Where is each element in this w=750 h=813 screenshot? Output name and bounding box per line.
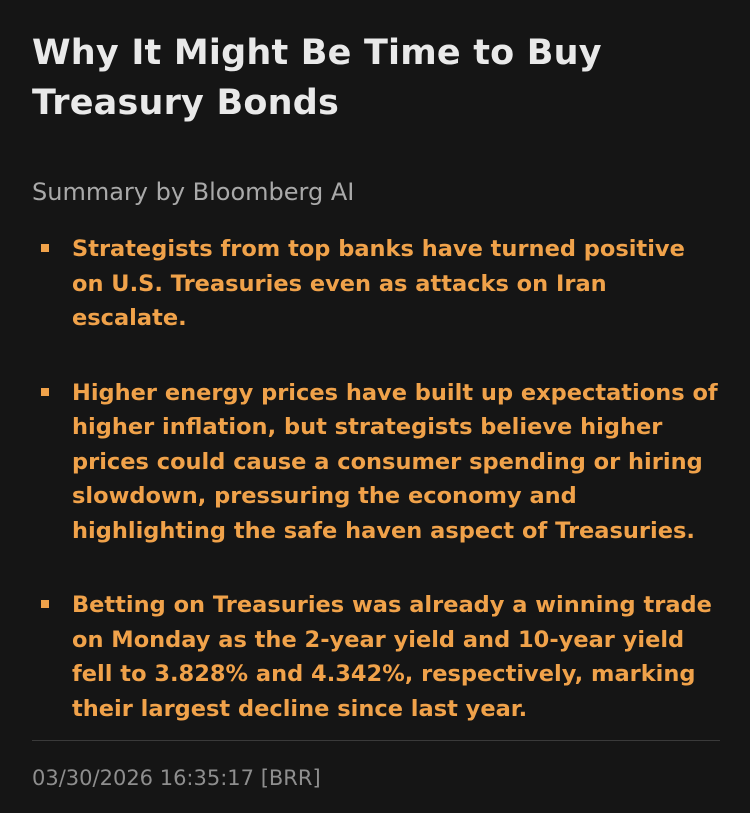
summary-label: Summary by Bloomberg AI (32, 178, 355, 206)
headline[interactable]: Why It Might Be Time to Buy Treasury Bon… (32, 33, 602, 123)
summary-bullet: Strategists from top banks have turned p… (32, 232, 722, 336)
summary-bullet-text: Higher energy prices have built up expec… (72, 379, 718, 544)
square-bullet-icon (41, 244, 49, 252)
summary-bullet: Higher energy prices have built up expec… (32, 376, 722, 549)
timestamp: 03/30/2026 16:35:17 [BRR] (32, 766, 321, 790)
square-bullet-icon (41, 387, 49, 396)
summary-bullet-text: Betting on Treasuries was already a winn… (72, 592, 712, 722)
divider (32, 740, 720, 741)
summary-bullet-text: Strategists from top banks have turned p… (72, 236, 685, 331)
square-bullet-icon (41, 600, 49, 608)
summary-bullet-list: Strategists from top banks have turned p… (32, 232, 722, 766)
summary-bullet: Betting on Treasuries was already a winn… (32, 588, 722, 726)
